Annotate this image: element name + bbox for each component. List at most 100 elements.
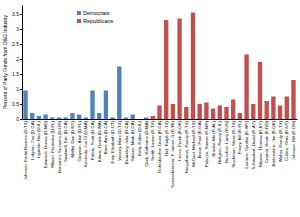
- x-tick-label: Smith, Lamar (R-TX): [150, 120, 155, 160]
- x-tick: Grayson, Alan (D-FL): [77, 119, 82, 162]
- y-tick-label: 1: [16, 86, 19, 92]
- x-tick: Kilmer, Derek (D-WA): [97, 119, 102, 162]
- x-tick: Lofgren, Zoe (D-CA): [30, 119, 35, 160]
- bar: [224, 107, 228, 119]
- x-tick-label: Hultgren, Randy (R-IL): [217, 120, 222, 164]
- x-axis-line: [23, 119, 298, 120]
- bar: [37, 116, 41, 119]
- bar: [191, 13, 195, 120]
- bar: [231, 100, 235, 120]
- y-tick-label: 0: [16, 116, 19, 122]
- bar: [84, 118, 88, 120]
- chart: 00.511.522.533.5Johnson, Eddie Bernice (…: [0, 0, 300, 217]
- legend-label: Republicans: [83, 18, 114, 24]
- x-tick-label: Lummis, Cynthia (R-WY): [244, 120, 249, 168]
- x-tick-label: Hall, Ralph (R-TX): [164, 120, 169, 156]
- x-tick-label: Bridenstine, Jim (R-OK): [271, 120, 276, 166]
- bar: [177, 19, 181, 120]
- x-tick: Kennedy, Joe III (D-MA): [83, 119, 88, 167]
- x-tick: Lummis, Cynthia (R-WY): [244, 119, 249, 169]
- x-tick: Edwards, Donna (D-MD): [43, 119, 48, 168]
- x-tick: Massie, Thomas (R-KY): [257, 119, 262, 167]
- legend-swatch: [77, 19, 81, 23]
- bar: [70, 113, 74, 119]
- y-axis-line: [22, 6, 23, 120]
- x-tick-label: Sensenbrenner, F James Jr (R-WI): [170, 120, 175, 187]
- x-tick-label: Cramer, Kevin (R-ND): [264, 120, 269, 163]
- x-tick-label: Clark, Katherine (D-MA): [144, 120, 149, 166]
- bar: [238, 113, 242, 119]
- y-tick-mark: [20, 104, 22, 105]
- y-tick-mark: [20, 29, 22, 30]
- x-tick: Collins, Chris (R-NY): [284, 119, 289, 161]
- x-tick-label: Palazzo, Steven (R-MS): [204, 120, 209, 167]
- bars: [23, 13, 295, 120]
- bar: [184, 107, 188, 119]
- x-tick: Maffei, Dan (D-NY): [70, 119, 75, 157]
- x-tick: Bera, Ami (D-CA): [103, 119, 108, 154]
- x-tick: Brownley, Julia (D-CA): [124, 119, 129, 164]
- bar: [151, 116, 155, 119]
- y-tick: 1: [16, 86, 22, 92]
- y-tick: 0.5: [12, 101, 22, 107]
- bar: [278, 106, 282, 120]
- y-tick-label: 2.5: [12, 41, 19, 47]
- x-tick: Lucas, Frank (R-OK): [177, 119, 182, 161]
- y-tick: 2: [16, 56, 22, 62]
- bar: [43, 115, 47, 120]
- x-tick: Stockman, Steve (R-TX): [231, 119, 236, 168]
- x-tick-label: Stockman, Steve (R-TX): [231, 120, 236, 167]
- x-tick: McCaul, Michael (R-TX): [191, 119, 196, 167]
- x-tick-label: Maffei, Dan (D-NY): [70, 120, 75, 157]
- bar: [204, 103, 208, 120]
- x-tick: Bucshon, Larry (R-IN): [224, 119, 229, 163]
- bar: [97, 113, 101, 119]
- bar: [171, 104, 175, 119]
- x-tick: Clark, Katherine (D-MA): [144, 119, 149, 167]
- x-tick-label: Posey, Bill (R-FL): [237, 120, 242, 154]
- y-tick: 2.5: [12, 41, 22, 47]
- y-tick: 3.5: [12, 11, 22, 17]
- bar: [291, 80, 295, 119]
- x-tick: Sensenbrenner, F James Jr (R-WI): [170, 119, 175, 188]
- x-tick-label: Kilmer, Derek (D-WA): [97, 120, 102, 162]
- x-tick-label: Bonamici, Suzanne (D-OR): [57, 120, 62, 173]
- x-tick-label: Grayson, Alan (D-FL): [77, 120, 82, 161]
- x-tick-label: Collins, Chris (R-NY): [284, 120, 289, 160]
- bar: [285, 97, 289, 120]
- x-tick-label: Weber, Randy (R-TX): [278, 120, 283, 162]
- y-tick-mark: [20, 119, 22, 120]
- x-tick-label: Edwards, Donna (D-MD): [43, 120, 48, 168]
- x-tick: Kelly, Robin (D-IL): [137, 119, 142, 156]
- bar: [198, 104, 202, 119]
- plot: 00.511.522.533.5Johnson, Eddie Bernice (…: [12, 6, 297, 188]
- bar: [117, 67, 121, 120]
- x-tick-label: Esty, Elizabeth (D-CT): [110, 120, 115, 163]
- bar: [157, 106, 161, 120]
- x-tick: Swalwell, Eric (D-CA): [63, 119, 68, 162]
- bar: [271, 97, 275, 120]
- x-tick: Cramer, Kevin (R-ND): [264, 119, 269, 163]
- bar: [244, 55, 248, 120]
- x-tick-label: Brownley, Julia (D-CA): [124, 120, 129, 164]
- x-tick: Weber, Randy (R-TX): [278, 119, 283, 162]
- x-tick: Palazzo, Steven (R-MS): [204, 119, 209, 167]
- x-tick-label: Bera, Ami (D-CA): [103, 120, 108, 154]
- bar: [104, 91, 108, 120]
- x-tick-label: Takano, Mark (D-CA): [130, 120, 135, 161]
- x-tick-label: McCaul, Michael (R-TX): [191, 120, 196, 166]
- x-tick-label: Veasey, Marc (D-TX): [117, 120, 122, 160]
- y-tick-label: 2: [16, 56, 19, 62]
- x-tick-label: Peters, Scott (D-CA): [90, 120, 95, 160]
- x-tick: Veasey, Marc (D-TX): [117, 119, 122, 161]
- x-tick: Neugebauer, Randy (R-TX): [184, 119, 189, 173]
- legend-item: Republicans: [77, 18, 114, 24]
- x-tick: Smith, Lamar (R-TX): [150, 119, 155, 161]
- x-tick: Hultgren, Randy (R-IL): [217, 119, 222, 164]
- bar: [164, 20, 168, 119]
- x-tick: Peters, Scott (D-CA): [90, 119, 95, 160]
- y-axis-title: Percent of Party Funds from O&G Industry: [2, 14, 8, 109]
- x-tick: Schweikert, David (R-AZ): [251, 119, 256, 169]
- x-tick-label: Lucas, Frank (R-OK): [177, 120, 182, 160]
- y-tick-mark: [20, 74, 22, 75]
